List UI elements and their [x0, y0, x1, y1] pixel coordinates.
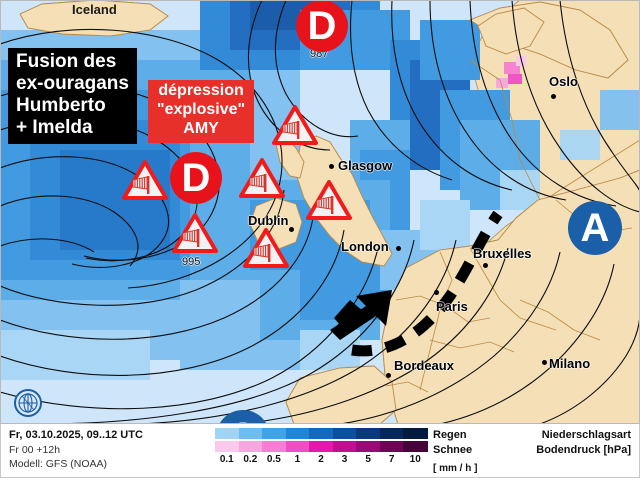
- legend-color-swatch: [285, 428, 310, 439]
- legend-color-swatch: [238, 441, 263, 452]
- legend-color-swatch: [215, 428, 240, 439]
- headline-annotation: Fusion des ex-ouragans Humberto + Imelda: [8, 48, 137, 145]
- amy-line: AMY: [183, 119, 219, 137]
- legend-tick: 3: [341, 454, 348, 465]
- legend-color-swatch: [215, 441, 240, 452]
- model-metadata: Fr, 03.10.2025, 09..12 UTC Fr 00 +12h Mo…: [9, 428, 143, 471]
- valid-time: Fr, 03.10.2025, 09..12 UTC: [9, 429, 143, 441]
- precipitation-legend: 0.1 0.2 0.5 1 2 3 5 7 10: [215, 428, 428, 468]
- legend-snow-label: Schnee: [433, 443, 473, 456]
- amy-line: dépression: [158, 82, 244, 99]
- product-label-precip-type: Niederschlagsart: [541, 429, 631, 441]
- legend-tick: 0.1: [219, 454, 234, 465]
- legend-color-swatch: [262, 428, 287, 439]
- legend-color-swatch: [309, 441, 334, 452]
- legend-color-swatch: [285, 441, 310, 452]
- headline-line: + Imelda: [16, 117, 93, 139]
- amy-annotation: dépression "explosive" AMY: [148, 80, 255, 143]
- legend-color-swatch: [332, 441, 357, 452]
- legend-series-names: Regen Schnee: [433, 428, 472, 457]
- legend-color-swatch: [309, 428, 334, 439]
- legend-color-swatch: [403, 441, 428, 452]
- headline-line: Fusion des: [16, 51, 117, 72]
- rain-color-bar: [215, 428, 428, 439]
- product-labels: Niederschlagsart Bodendruck [hPa]: [536, 428, 631, 457]
- legend-tick: 5: [365, 454, 371, 465]
- footer-bar: Fr, 03.10.2025, 09..12 UTC Fr 00 +12h Mo…: [0, 424, 640, 478]
- legend-tick: 1: [294, 454, 301, 465]
- weather-map[interactable]: Iceland Glasgow Dublin London Oslo Bruxelles P…: [0, 0, 640, 424]
- legend-color-swatch: [356, 441, 381, 452]
- legend-color-swatch: [262, 441, 287, 452]
- legend-color-swatch: [356, 428, 381, 439]
- amy-line: "explosive": [157, 100, 246, 118]
- legend-tick: 10: [409, 454, 421, 465]
- legend-color-swatch: [238, 428, 263, 439]
- legend-color-swatch: [379, 441, 405, 452]
- model-name: Modell: GFS (NOAA): [9, 458, 108, 471]
- legend-tick: 2: [318, 454, 324, 465]
- model-run: Fr 00 +12h: [9, 443, 61, 456]
- headline-line: Humberto: [16, 95, 106, 117]
- snow-color-bar: [215, 441, 428, 452]
- legend-color-swatch: [403, 428, 428, 439]
- legend-tick-labels: 0.1 0.2 0.5 1 2 3 5 7 10: [215, 454, 427, 468]
- legend-tick: 0.5: [266, 454, 281, 465]
- isobar-layer: [0, 0, 640, 424]
- flow-arrow: [330, 290, 392, 340]
- legend-tick: 0.2: [243, 454, 258, 465]
- legend-tick: 7: [388, 454, 395, 465]
- legend-color-swatch: [379, 428, 405, 439]
- meteo-globe-logo-icon: [13, 388, 43, 418]
- headline-line: ex-ouragans: [16, 73, 129, 95]
- legend-rain-label: Regen: [433, 429, 467, 441]
- legend-color-swatch: [332, 428, 357, 439]
- front-line-layer: [330, 210, 503, 357]
- legend-unit-label: [ mm / h ]: [433, 463, 478, 474]
- product-label-surface-pressure: Bodendruck [hPa]: [536, 443, 631, 456]
